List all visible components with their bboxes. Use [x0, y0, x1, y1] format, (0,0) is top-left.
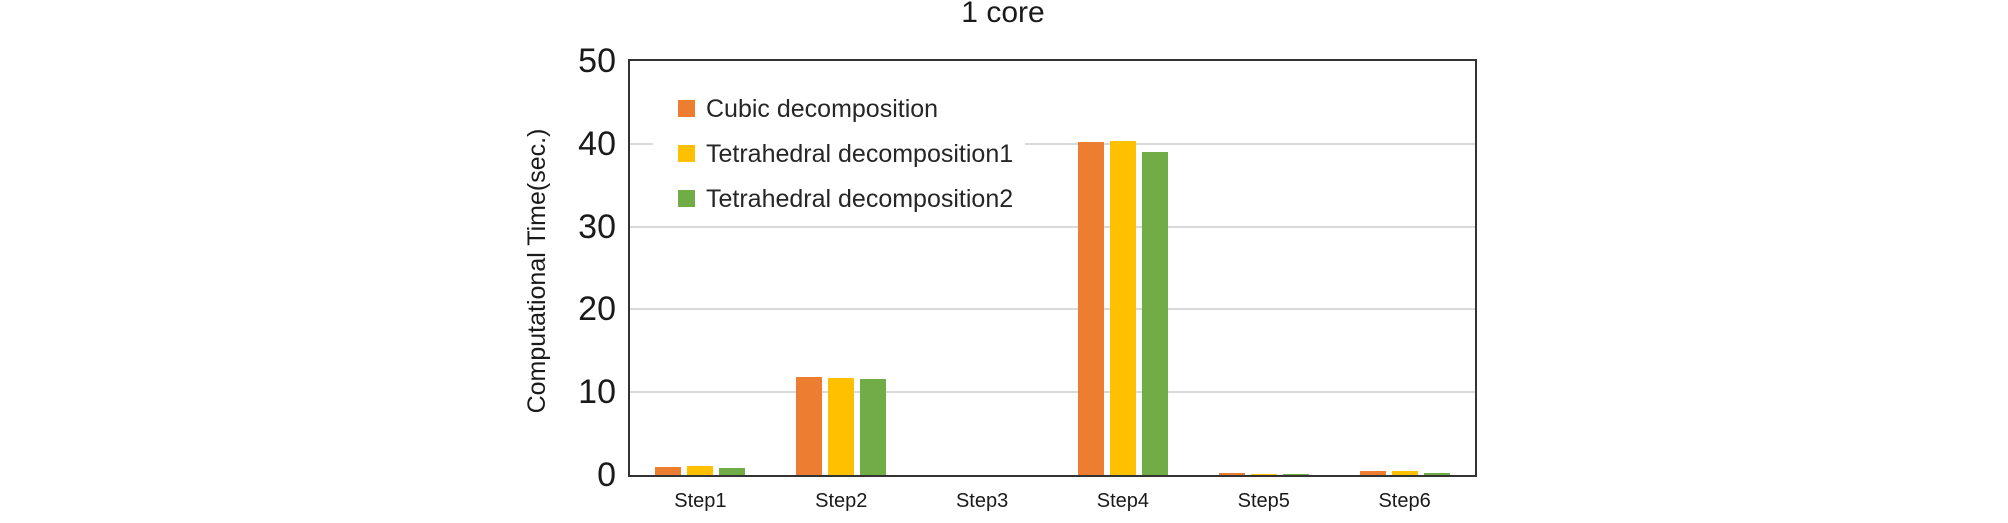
legend-swatch-tetrahedral-decomposition1: [678, 145, 695, 162]
legend-swatch-tetrahedral-decomposition2: [678, 190, 695, 207]
legend-label: Cubic decomposition: [706, 94, 939, 123]
bar-step2-series1: [796, 377, 823, 475]
y-axis-tick-30: 30: [578, 207, 616, 246]
y-axis-tick-10: 10: [578, 373, 616, 412]
bar-step1-series1: [655, 467, 682, 475]
legend-item: Cubic decomposition: [678, 86, 1025, 131]
y-axis-tick-20: 20: [578, 290, 616, 329]
legend-item: Tetrahedral decomposition2: [678, 176, 1025, 221]
y-axis-tick-0: 0: [597, 456, 616, 494]
bar-step5-series1: [1218, 473, 1245, 475]
plot-area: [628, 59, 1477, 477]
x-axis-label-step4: Step4: [1096, 490, 1150, 512]
y-axis-tick-40: 40: [578, 124, 616, 163]
bar-step6-series1: [1359, 471, 1386, 475]
legend-item: Tetrahedral decomposition1: [678, 131, 1025, 176]
legend-swatch-cubic-decomposition: [678, 100, 695, 117]
bar-step4-series2: [1109, 141, 1136, 475]
x-axis-label-step5: Step5: [1237, 490, 1290, 512]
x-axis-label-step1: Step1: [674, 490, 727, 512]
bar-step5-series2: [1250, 474, 1277, 475]
bar-step2-series3: [860, 379, 887, 475]
bar-step1-series2: [687, 466, 714, 475]
bar-step6-series3: [1423, 473, 1450, 475]
gridline-y10: [630, 391, 1475, 394]
bar-step5-series3: [1282, 474, 1309, 475]
legend-label: Tetrahedral decomposition1: [706, 139, 1014, 168]
legend-label: Tetrahedral decomposition2: [706, 184, 1014, 213]
bar-step4-series1: [1077, 142, 1104, 475]
x-axis-label-step6: Step6: [1378, 490, 1431, 512]
bar-step4-series3: [1141, 152, 1168, 475]
gridline-y30: [630, 225, 1475, 228]
gridline-y20: [630, 308, 1475, 311]
y-axis-tick-50: 50: [578, 42, 616, 80]
x-axis-label-step3: Step3: [955, 490, 1009, 512]
chart-title: 1 core: [961, 0, 1045, 29]
bar-step2-series2: [828, 378, 855, 475]
bar-step1-series3: [719, 468, 746, 475]
x-axis-label-step2: Step2: [815, 490, 868, 512]
gridline-y40: [630, 142, 1475, 145]
bar-step6-series2: [1391, 471, 1418, 475]
legend: Cubic decomposition Tetrahedral decompos…: [653, 84, 1025, 223]
